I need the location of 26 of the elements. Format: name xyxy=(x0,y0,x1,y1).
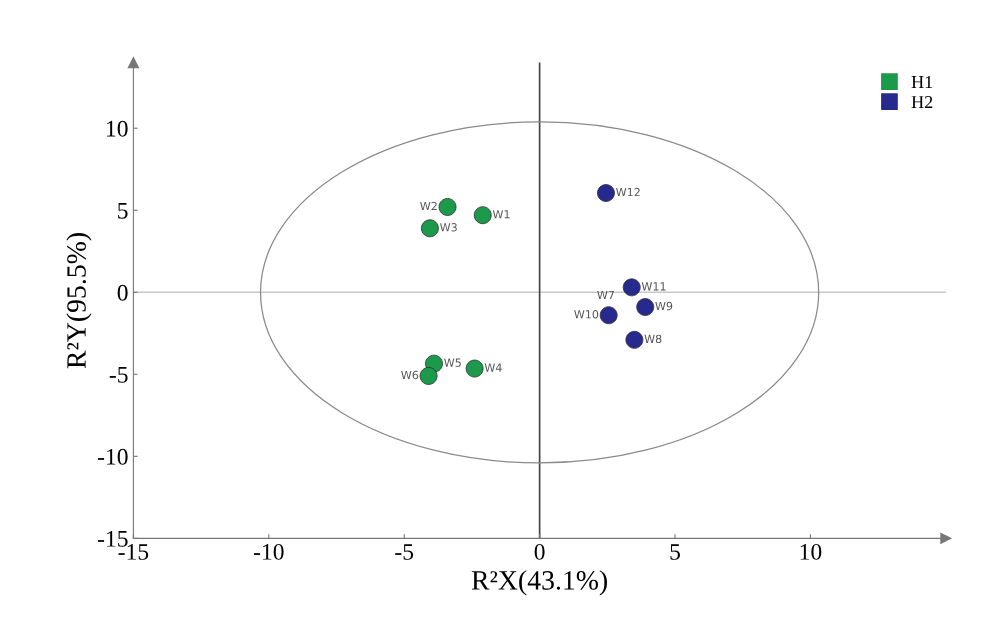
y-tick-label: 10 xyxy=(107,120,128,137)
data-label: W5 xyxy=(444,358,461,367)
legend-label: H2 xyxy=(911,96,933,108)
annotation: W7 xyxy=(597,290,614,300)
data-label: W3 xyxy=(440,223,457,232)
x-axis-title: R²X(43.1%) xyxy=(471,570,607,596)
y-tick-label: 5 xyxy=(118,202,128,219)
data-label: W8 xyxy=(644,334,662,344)
data-label: W1 xyxy=(492,210,510,219)
data-label: W12 xyxy=(616,187,640,197)
x-tick-label: -5 xyxy=(395,544,414,560)
data-label: W4 xyxy=(484,363,502,372)
y-tick-label: -5 xyxy=(109,367,128,383)
y-tick-label: -10 xyxy=(97,448,128,465)
y-axis-title: R²Y(95.5%) xyxy=(66,233,92,369)
x-tick-label: 10 xyxy=(800,543,822,560)
data-label: W11 xyxy=(641,282,666,291)
data-label: W9 xyxy=(655,301,673,311)
x-tick-label: 0 xyxy=(534,543,545,560)
y-tick-label: 0 xyxy=(117,284,128,301)
x-tick-label: 5 xyxy=(670,544,680,560)
x-tick-label: -10 xyxy=(253,543,284,560)
legend-label: H1 xyxy=(911,75,933,88)
data-label: W6 xyxy=(401,370,419,380)
data-label: W2 xyxy=(420,201,437,211)
data-label: W10 xyxy=(574,310,599,319)
